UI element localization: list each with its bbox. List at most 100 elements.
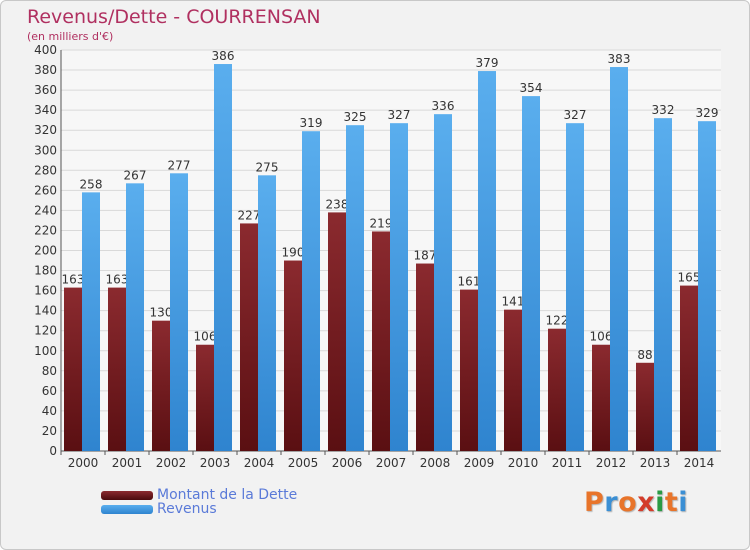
y-tick-label: 100 (34, 344, 57, 358)
bar-dette (680, 285, 698, 451)
y-tick-label: 200 (34, 244, 57, 258)
data-label-revenus: 329 (696, 106, 719, 120)
bar-revenus (258, 175, 276, 451)
y-tick-label: 20 (42, 424, 57, 438)
y-tick-label: 220 (34, 223, 57, 237)
y-tick-label: 240 (34, 203, 57, 217)
x-tick-label: 2010 (508, 456, 539, 470)
bar-dette (416, 263, 434, 451)
legend-item-dette: Montant de la Dette (101, 487, 298, 503)
x-tick-label: 2009 (464, 456, 495, 470)
data-label-revenus: 336 (432, 99, 455, 113)
bar-dette (636, 362, 654, 451)
data-label-dette: 163 (106, 273, 129, 287)
bar-dette (504, 309, 522, 451)
legend-swatch-revenus (101, 504, 153, 514)
y-tick-label: 380 (34, 63, 57, 77)
data-label-dette: 88 (637, 348, 652, 362)
data-label-dette: 130 (150, 306, 173, 320)
data-label-dette: 227 (238, 208, 261, 222)
bar-dette (548, 328, 566, 451)
data-label-revenus: 258 (80, 177, 103, 191)
data-label-dette: 161 (458, 275, 481, 289)
data-label-dette: 219 (370, 216, 393, 230)
legend-swatch-dette (101, 490, 153, 500)
data-label-revenus: 277 (168, 158, 191, 172)
bar-dette (196, 344, 214, 451)
legend-label-dette: Montant de la Dette (157, 487, 298, 503)
legend-item-revenus: Revenus (101, 501, 217, 517)
y-tick-label: 160 (34, 284, 57, 298)
bar-dette (152, 320, 170, 451)
bar-dette (284, 260, 302, 451)
proxiti-logo: Proxiti (584, 487, 688, 518)
logo-letter: r (604, 487, 619, 518)
x-tick-label: 2004 (244, 456, 275, 470)
data-label-dette: 238 (326, 197, 349, 211)
legend-label-revenus: Revenus (157, 501, 217, 517)
data-label-dette: 190 (282, 246, 305, 260)
x-tick-label: 2014 (684, 456, 715, 470)
y-tick-label: 40 (42, 404, 57, 418)
bar-revenus (390, 123, 408, 452)
data-label-revenus: 275 (256, 160, 279, 174)
x-tick-label: 2006 (332, 456, 363, 470)
y-tick-label: 120 (34, 324, 57, 338)
y-tick-label: 300 (34, 143, 57, 157)
logo-letter: o (618, 487, 638, 518)
y-tick-label: 180 (34, 264, 57, 278)
y-tick-label: 260 (34, 183, 57, 197)
x-tick-label: 2003 (200, 456, 231, 470)
chart-subtitle: (en milliers d'€) (27, 30, 114, 43)
bar-revenus (698, 121, 716, 452)
data-label-revenus: 267 (124, 168, 147, 182)
bar-revenus (126, 183, 144, 451)
data-label-revenus: 332 (652, 103, 675, 117)
bar-revenus (170, 173, 188, 451)
data-label-revenus: 383 (608, 52, 631, 66)
data-label-revenus: 319 (300, 116, 323, 130)
data-label-dette: 141 (502, 295, 525, 309)
bar-revenus (346, 125, 364, 451)
y-tick-label: 360 (34, 83, 57, 97)
bar-revenus (302, 131, 320, 451)
x-tick-label: 2002 (156, 456, 187, 470)
y-tick-label: 60 (42, 384, 57, 398)
data-label-dette: 187 (414, 249, 437, 263)
data-label-dette: 122 (546, 314, 569, 328)
x-tick-label: 2001 (112, 456, 143, 470)
bar-dette (108, 287, 126, 451)
bar-dette (328, 212, 346, 451)
bar-revenus (82, 192, 100, 452)
bar-revenus (214, 64, 232, 451)
logo-letter: x (637, 487, 656, 518)
logo-letter: t (664, 487, 679, 518)
bar-revenus (566, 123, 584, 452)
y-tick-label: 340 (34, 103, 57, 117)
logo-letter: i (678, 487, 689, 518)
data-label-revenus: 386 (212, 49, 235, 63)
chart-title: Revenus/Dette - COURRENSAN (27, 6, 321, 28)
y-tick-label: 280 (34, 163, 57, 177)
x-tick-label: 2008 (420, 456, 451, 470)
y-tick-label: 80 (42, 364, 57, 378)
data-label-revenus: 354 (520, 81, 543, 95)
bar-revenus (522, 96, 540, 452)
bar-dette (64, 287, 82, 451)
bar-dette (460, 289, 478, 451)
data-label-revenus: 327 (564, 108, 587, 122)
bar-revenus (654, 118, 672, 452)
bar-revenus (434, 114, 452, 451)
x-tick-label: 2000 (68, 456, 99, 470)
bar-dette (592, 344, 610, 451)
data-label-dette: 163 (62, 273, 85, 287)
logo-letter: i (655, 487, 665, 518)
bar-dette (372, 231, 390, 451)
data-label-dette: 106 (194, 330, 217, 344)
data-label-revenus: 325 (344, 110, 367, 124)
bar-revenus (610, 67, 628, 451)
data-label-dette: 165 (678, 271, 701, 285)
data-label-dette: 106 (590, 330, 613, 344)
x-tick-label: 2013 (640, 456, 671, 470)
